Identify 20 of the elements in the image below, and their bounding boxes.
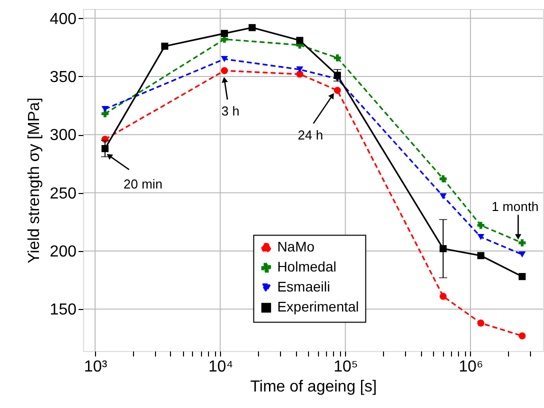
x-axis-title: Time of ageing [s] [250,378,377,396]
y-tick-label: 200 [50,243,77,260]
y-tick-label: 350 [50,68,77,86]
y-tick-label: 300 [50,127,77,144]
legend-label: Esmaeili [277,278,330,295]
y-tick-label: 400 [50,10,77,28]
annotation: 24 h [298,127,324,142]
y-axis-title: Yield strength σy [MPa] [26,98,43,264]
x-tick-label: 10³ [84,358,108,376]
annotation: 3 h [221,104,240,119]
x-tick-label: 10⁵ [334,358,358,376]
legend-label: Holmedal [277,258,336,275]
y-tick-label: 250 [50,185,77,202]
x-tick-label: 10⁴ [208,358,234,376]
legend-label: Experimental [277,298,359,315]
y-tick-label: 150 [50,302,77,319]
legend-label: NaMo [277,238,315,255]
annotation: 1 month [492,198,539,214]
annotation: 20 min [124,176,163,192]
x-tick-label: 10⁶ [458,358,484,376]
